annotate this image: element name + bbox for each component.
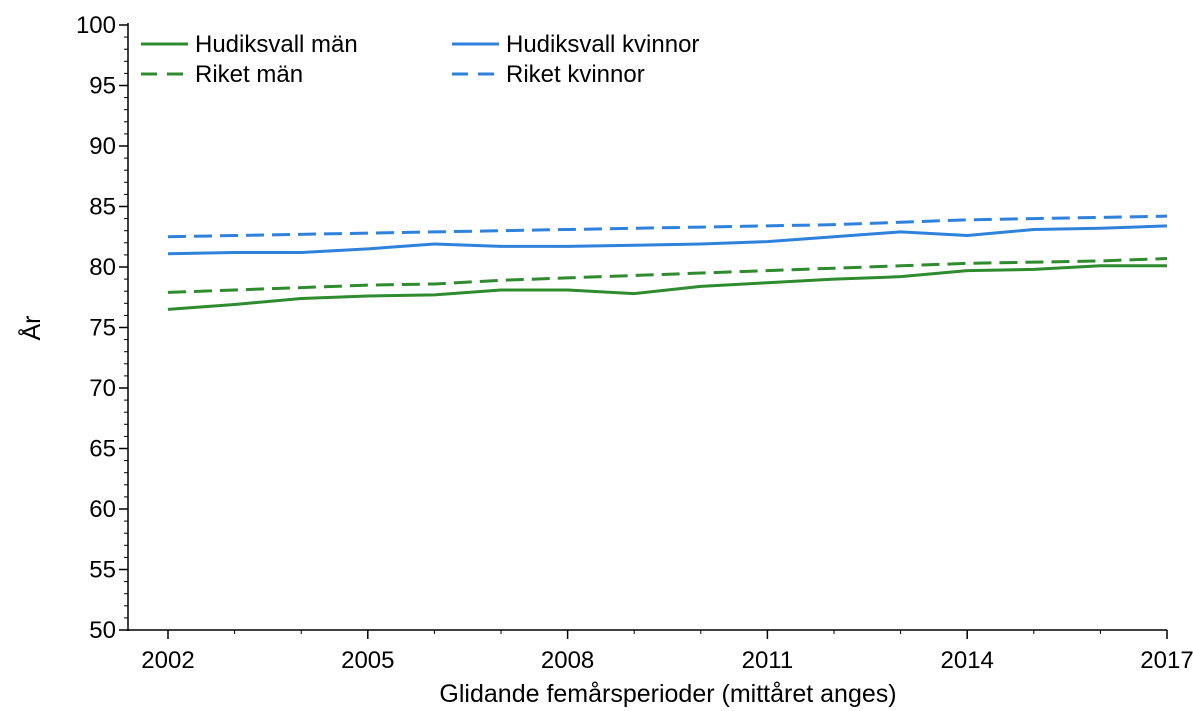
y-axis-label: År [16,316,46,341]
legend: Hudiksvall män Hudiksvall kvinnor Riket mä… [141,31,699,88]
legend-label: Riket kvinnor [506,61,645,88]
x-tick-label: 2011 [742,647,794,674]
x-axis-label: Glidande femårsperioder (mittåret anges) [439,680,896,708]
x-tick-label: 2002 [141,647,194,674]
x-tick-label: 2005 [341,647,394,674]
y-tick-label: 95 [89,73,116,100]
y-tick-label: 65 [89,436,116,463]
y-tick-label: 55 [89,557,116,584]
y-tick-label: 50 [89,617,116,644]
legend-label: Riket män [195,61,303,88]
y-tick-label: 80 [89,254,116,281]
y-tick-label: 90 [89,133,116,160]
axes: 50 55 60 65 70 75 80 85 90 95 100 2002 2005 2008 2011 2… [76,12,1193,674]
series-line-hudiksvall-m-n [167,264,1167,311]
x-tick-label: 2017 [1140,647,1193,674]
x-tick-label: 2008 [541,647,594,674]
y-tick-label: 70 [89,375,116,402]
y-tick-label: 100 [76,12,116,39]
series-line-riket-m-n [167,257,1168,294]
x-tick-label: 2014 [941,647,994,674]
series-line-riket-kvinnor [167,214,1168,239]
legend-label: Hudiksvall kvinnor [506,31,699,58]
plot-lines [167,214,1168,311]
y-tick-label: 75 [89,315,116,342]
y-tick-label: 85 [89,194,116,221]
series-line-hudiksvall-kvinnor [167,224,1168,256]
y-tick-label: 60 [89,496,116,523]
legend-label: Hudiksvall män [195,31,358,58]
